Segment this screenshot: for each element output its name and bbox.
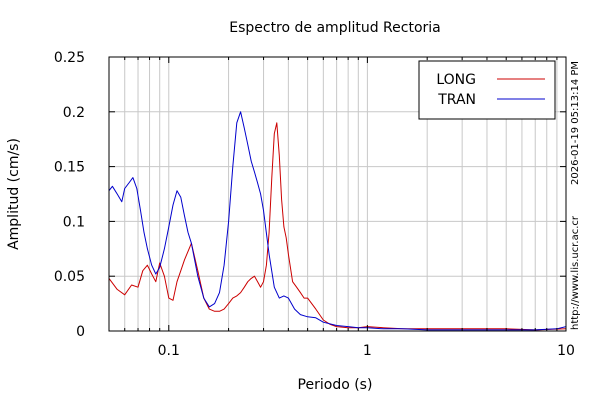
legend-box — [418, 60, 556, 120]
x-tick-label: 0.1 — [158, 343, 180, 359]
legend: LONG TRAN — [418, 60, 556, 120]
y-tick-label: 0.15 — [54, 160, 85, 176]
timestamp-label: 2026-01-19 05:13:14 PM — [570, 61, 581, 185]
x-tick-label: 10 — [557, 343, 575, 359]
legend-label-tran: TRAN — [437, 92, 476, 108]
axis-ticks: 0.1 1 10 0 0.05 0.1 0.15 0.2 0.25 — [54, 50, 575, 359]
y-tick-label: 0.05 — [54, 269, 85, 285]
url-label: http://www.lis.ucr.ac.cr — [570, 215, 581, 330]
series-line-tran — [108, 111, 567, 331]
plot-frame — [108, 56, 567, 332]
y-axis-label: Amplitud (cm/s) — [6, 138, 22, 250]
x-tick-label: 1 — [363, 343, 372, 359]
y-tick-label: 0.25 — [54, 50, 85, 66]
series-line-long — [108, 122, 567, 331]
legend-label-long: LONG — [436, 72, 476, 88]
y-tick-label: 0 — [76, 324, 85, 340]
y-tick-label: 0.2 — [63, 105, 85, 121]
y-tick-label: 0.1 — [63, 214, 85, 230]
chart-title: Espectro de amplitud Rectoria — [229, 20, 441, 36]
x-axis-label: Periodo (s) — [298, 377, 373, 393]
series-lines — [108, 111, 567, 331]
